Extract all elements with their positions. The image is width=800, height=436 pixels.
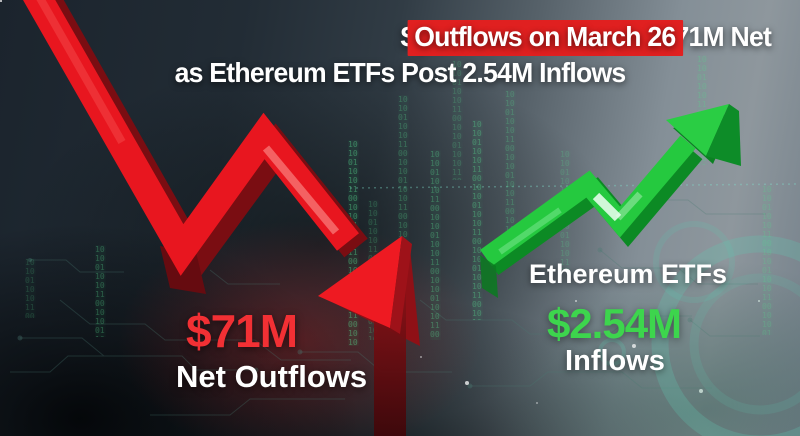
sparkle-dots (0, 0, 2, 2)
headline-line-2: as Ethereum ETFs Post 2.54M Inflows (174, 57, 627, 88)
ethereum-etfs-label: Ethereum ETFs (528, 259, 728, 289)
ethereum-inflow-value: $2.54M (546, 300, 682, 347)
bitcoin-outflow-value: $71M (186, 305, 298, 357)
outflows-highlight: Outflows on March 26 (407, 20, 684, 56)
green-uptrend-arrow-icon (480, 104, 741, 298)
red-downtrend-arrow-icon (23, 0, 420, 436)
bitcoin-outflow-label: Net Outflows (176, 359, 368, 394)
ethereum-inflow-label: Inflows (565, 345, 665, 377)
